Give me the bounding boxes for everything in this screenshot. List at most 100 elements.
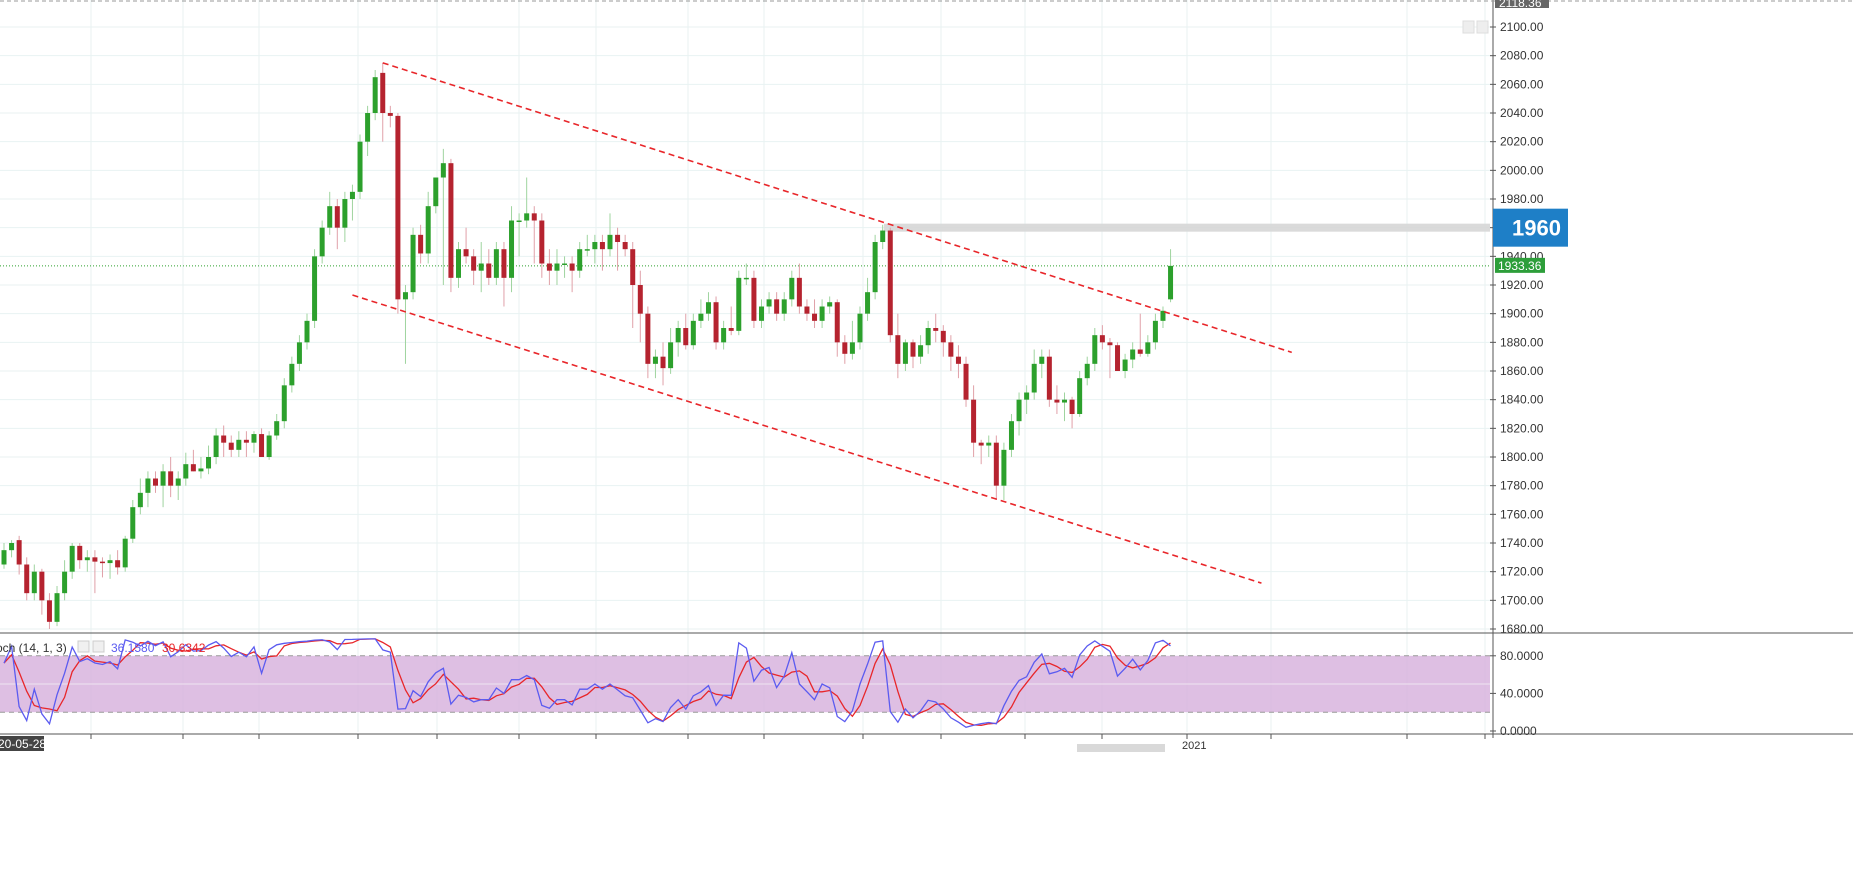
candle-body-50[interactable] [380, 72, 386, 114]
candle-body-127[interactable] [963, 363, 969, 400]
candle-body-16[interactable] [122, 538, 128, 568]
candle-body-139[interactable] [1054, 399, 1060, 403]
candle-body-2[interactable] [16, 540, 22, 565]
candle-body-61[interactable] [463, 249, 469, 257]
candle-body-43[interactable] [327, 206, 333, 228]
candle-body-84[interactable] [637, 285, 643, 314]
candle-body-12[interactable] [92, 557, 98, 562]
candle-body-108[interactable] [819, 306, 825, 321]
candle-body-95[interactable] [721, 328, 727, 343]
candle-body-134[interactable] [1016, 399, 1022, 422]
candle-body-46[interactable] [349, 191, 355, 200]
pane-maximize-icon[interactable] [1462, 20, 1475, 34]
candle-body-86[interactable] [652, 356, 658, 364]
candle-body-147[interactable] [1115, 345, 1121, 372]
candle-body-136[interactable] [1031, 363, 1037, 393]
candle-body-131[interactable] [993, 442, 999, 486]
candle-body-118[interactable] [895, 335, 901, 364]
candle-body-19[interactable] [145, 478, 151, 493]
candle-body-62[interactable] [471, 256, 477, 271]
candle-body-57[interactable] [433, 177, 439, 207]
candle-body-100[interactable] [759, 306, 764, 321]
candle-body-73[interactable] [554, 263, 560, 271]
candle-body-51[interactable] [387, 113, 393, 116]
candle-body-3[interactable] [24, 564, 30, 594]
candle-body-101[interactable] [766, 299, 772, 307]
time-scroll-handle[interactable] [1077, 744, 1165, 752]
candle-body-82[interactable] [622, 242, 628, 250]
candle-body-123[interactable] [933, 328, 939, 331]
candle-body-124[interactable] [940, 330, 946, 343]
candle-body-129[interactable] [978, 442, 984, 446]
candle-body-121[interactable] [918, 345, 924, 357]
candle-body-29[interactable] [221, 435, 227, 443]
candle-body-38[interactable] [289, 363, 295, 386]
candle-body-9[interactable] [69, 545, 75, 572]
candle-body-132[interactable] [1001, 449, 1007, 486]
candle-body-21[interactable] [160, 471, 166, 486]
candle-body-72[interactable] [546, 263, 552, 271]
candle-body-145[interactable] [1099, 335, 1105, 343]
candle-body-91[interactable] [690, 320, 696, 346]
candle-body-32[interactable] [243, 439, 249, 443]
candle-body-33[interactable] [251, 434, 257, 443]
candle-body-5[interactable] [39, 571, 45, 601]
candle-body-112[interactable] [849, 342, 855, 354]
candle-body-35[interactable] [266, 435, 272, 458]
candle-body-77[interactable] [584, 249, 590, 251]
candle-body-135[interactable] [1024, 392, 1030, 400]
candle-body-4[interactable] [31, 571, 37, 594]
candle-body-59[interactable] [448, 163, 454, 278]
candle-body-102[interactable] [774, 299, 780, 314]
candle-body-79[interactable] [599, 242, 605, 250]
candle-body-31[interactable] [236, 439, 242, 450]
candle-body-141[interactable] [1069, 399, 1075, 415]
candle-body-149[interactable] [1130, 349, 1136, 360]
candle-body-94[interactable] [713, 302, 719, 343]
candle-body-111[interactable] [842, 342, 848, 354]
candle-body-138[interactable] [1046, 356, 1052, 400]
candle-body-71[interactable] [539, 220, 545, 264]
candle-body-98[interactable] [743, 277, 749, 280]
candle-body-150[interactable] [1137, 349, 1143, 354]
candle-body-114[interactable] [865, 292, 871, 314]
candle-body-81[interactable] [615, 234, 621, 243]
candle-body-75[interactable] [569, 263, 575, 271]
candle-body-96[interactable] [728, 328, 734, 331]
candle-body-42[interactable] [319, 227, 325, 257]
candle-body-15[interactable] [115, 560, 121, 568]
candle-body-119[interactable] [902, 342, 908, 364]
candle-body-67[interactable] [509, 220, 515, 278]
candle-body-66[interactable] [501, 249, 507, 278]
candle-body-137[interactable] [1039, 356, 1045, 364]
candle-body-110[interactable] [834, 302, 840, 343]
candle-body-88[interactable] [668, 342, 674, 369]
candle-body-65[interactable] [493, 249, 499, 278]
candle-body-78[interactable] [592, 242, 598, 250]
candle-body-148[interactable] [1122, 359, 1128, 372]
candle-body-151[interactable] [1145, 342, 1151, 354]
candle-body-7[interactable] [54, 593, 60, 622]
candle-body-115[interactable] [872, 242, 878, 293]
candle-body-1[interactable] [9, 543, 15, 551]
candle-body-25[interactable] [190, 464, 196, 472]
candle-body-143[interactable] [1084, 363, 1090, 379]
candle-body-27[interactable] [206, 457, 212, 469]
candle-body-68[interactable] [516, 220, 522, 223]
candle-body-47[interactable] [357, 141, 363, 192]
candle-body-122[interactable] [925, 328, 931, 346]
candle-body-52[interactable] [395, 115, 401, 300]
candle-body-34[interactable] [259, 434, 265, 458]
candle-body-104[interactable] [789, 277, 795, 300]
candle-body-83[interactable] [630, 249, 636, 286]
candle-body-63[interactable] [478, 263, 484, 271]
candle-body-116[interactable] [880, 230, 886, 243]
candle-body-106[interactable] [804, 306, 810, 314]
candle-body-39[interactable] [296, 342, 302, 364]
settings-icon[interactable] [77, 640, 90, 653]
candle-body-76[interactable] [577, 249, 583, 271]
candle-body-126[interactable] [955, 356, 961, 364]
candle-body-97[interactable] [736, 277, 742, 331]
trendline-1[interactable] [352, 294, 1262, 584]
